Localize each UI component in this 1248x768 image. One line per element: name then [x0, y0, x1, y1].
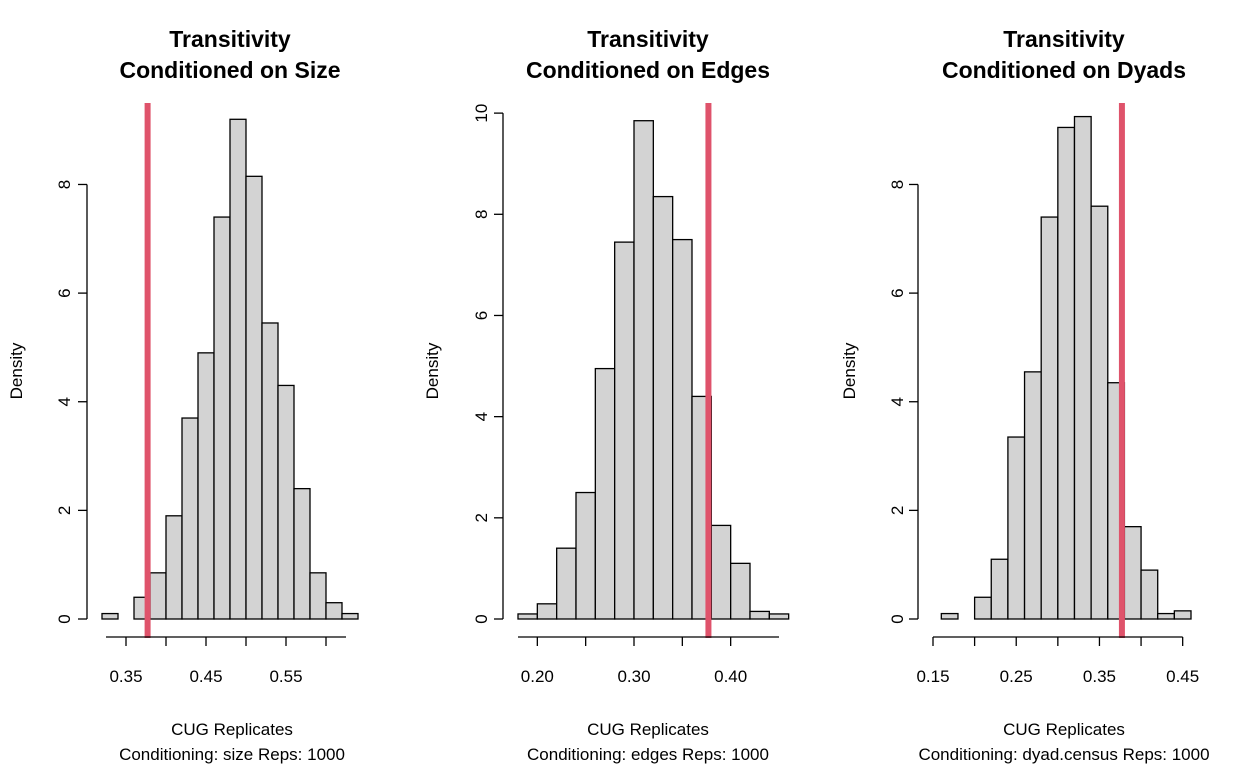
x-axis: 0.15 0.25 0.35 0.45	[916, 636, 1199, 686]
histogram-bar	[245, 175, 263, 620]
chart-title-line-2: Conditioned on Dyads	[942, 57, 1186, 83]
x-axis-label-line-2: Conditioning: edges Reps: 1000	[527, 745, 769, 764]
histogram-bar	[990, 558, 1009, 620]
histogram-bar	[101, 612, 119, 620]
y-tick-label: 6	[472, 311, 491, 320]
y-axis: 0 2 4 6 8	[55, 180, 88, 624]
y-tick-label: 0	[472, 614, 491, 623]
histogram-bar	[1023, 371, 1042, 620]
histogram-bar	[710, 524, 732, 620]
histogram-bar	[1123, 526, 1142, 620]
y-tick-label: 4	[55, 397, 74, 406]
x-tick-label: 0.35	[1083, 667, 1116, 686]
x-axis-label-line-1: CUG Replicates	[1003, 720, 1125, 739]
histogram-bar	[1157, 612, 1176, 620]
histogram-bar	[1057, 126, 1076, 620]
x-tick-label: 0.15	[916, 667, 949, 686]
x-axis: 0.20 0.30 0.40	[518, 636, 779, 686]
histogram-bar	[165, 515, 183, 620]
histogram-panel-2: Transitivity Conditioned on Edges 0.20 0.30…	[423, 26, 790, 764]
chart-title-line-1: Transitivity	[169, 26, 291, 52]
x-tick-label: 0.35	[109, 667, 142, 686]
x-tick-label: 0.45	[189, 667, 222, 686]
y-tick-label: 10	[472, 104, 491, 123]
x-tick-label: 0.30	[617, 667, 650, 686]
y-tick-label: 0	[55, 614, 74, 623]
x-axis-label-line-1: CUG Replicates	[587, 720, 709, 739]
histogram-bar	[341, 612, 359, 620]
x-axis-label-line-2: Conditioning: dyad.census Reps: 1000	[918, 745, 1209, 764]
histogram-bar	[181, 417, 199, 620]
histogram-bar	[261, 322, 279, 620]
histogram-bar	[197, 352, 215, 620]
chart-title-line-2: Conditioned on Size	[119, 57, 340, 83]
x-tick-label: 0.25	[1000, 667, 1033, 686]
x-tick-label: 0.55	[269, 667, 302, 686]
histogram-bar	[749, 610, 770, 620]
histogram-bar	[768, 613, 790, 620]
histogram-bar	[652, 195, 674, 620]
histogram-bar	[614, 241, 635, 620]
histogram-bar	[213, 216, 231, 620]
histogram-bar	[594, 367, 616, 620]
y-axis: 0 2 4 6 8 10	[472, 104, 504, 624]
x-tick-label: 0.45	[1166, 667, 1199, 686]
histogram-bar	[1007, 436, 1026, 620]
histogram-bar	[517, 613, 538, 620]
y-tick-label: 2	[888, 506, 907, 515]
chart-title-line-1: Transitivity	[587, 26, 709, 52]
y-tick-label: 8	[472, 210, 491, 219]
y-tick-label: 6	[55, 288, 74, 297]
histogram-bar	[149, 572, 167, 620]
y-tick-label: 2	[55, 506, 74, 515]
histogram-bar	[973, 596, 992, 620]
histogram-bar	[1040, 216, 1059, 620]
histogram-bar	[309, 572, 327, 620]
histogram-bar	[633, 120, 654, 620]
histogram-bar	[536, 603, 558, 620]
y-tick-label: 2	[472, 513, 491, 522]
histogram-bar	[1140, 569, 1159, 620]
histogram-bar	[556, 547, 577, 620]
histogram-bar	[672, 238, 693, 620]
x-tick-label: 0.40	[714, 667, 747, 686]
x-axis-label-line-2: Conditioning: size Reps: 1000	[119, 745, 345, 764]
histogram-bar	[1073, 115, 1092, 620]
chart-title-line-2: Conditioned on Edges	[526, 57, 770, 83]
histogram-bar	[293, 487, 311, 620]
histogram-bar	[325, 602, 343, 620]
chart-title-line-1: Transitivity	[1003, 26, 1125, 52]
histogram-bar	[730, 562, 751, 620]
histogram-bar	[1173, 610, 1192, 620]
y-tick-label: 0	[888, 614, 907, 623]
y-tick-label: 8	[55, 180, 74, 189]
y-axis-label: Density	[7, 342, 26, 399]
x-tick-label: 0.20	[521, 667, 554, 686]
histogram-bar	[940, 612, 959, 620]
histogram-bar	[1090, 205, 1109, 620]
y-tick-label: 4	[888, 397, 907, 406]
y-tick-label: 8	[888, 180, 907, 189]
histogram-bar	[575, 491, 596, 620]
y-tick-label: 4	[472, 412, 491, 421]
x-axis: 0.35 0.45 0.55	[106, 636, 346, 686]
histogram-bar	[277, 384, 295, 620]
histogram-bar	[229, 118, 247, 620]
y-axis: 0 2 4 6 8	[888, 180, 919, 624]
histogram-panel-3: Transitivity Conditioned on Dyads 0.15 0.25…	[840, 26, 1210, 764]
x-axis-label-line-1: CUG Replicates	[171, 720, 293, 739]
y-tick-label: 6	[888, 288, 907, 297]
y-axis-label: Density	[423, 342, 442, 399]
y-axis-label: Density	[840, 342, 859, 399]
